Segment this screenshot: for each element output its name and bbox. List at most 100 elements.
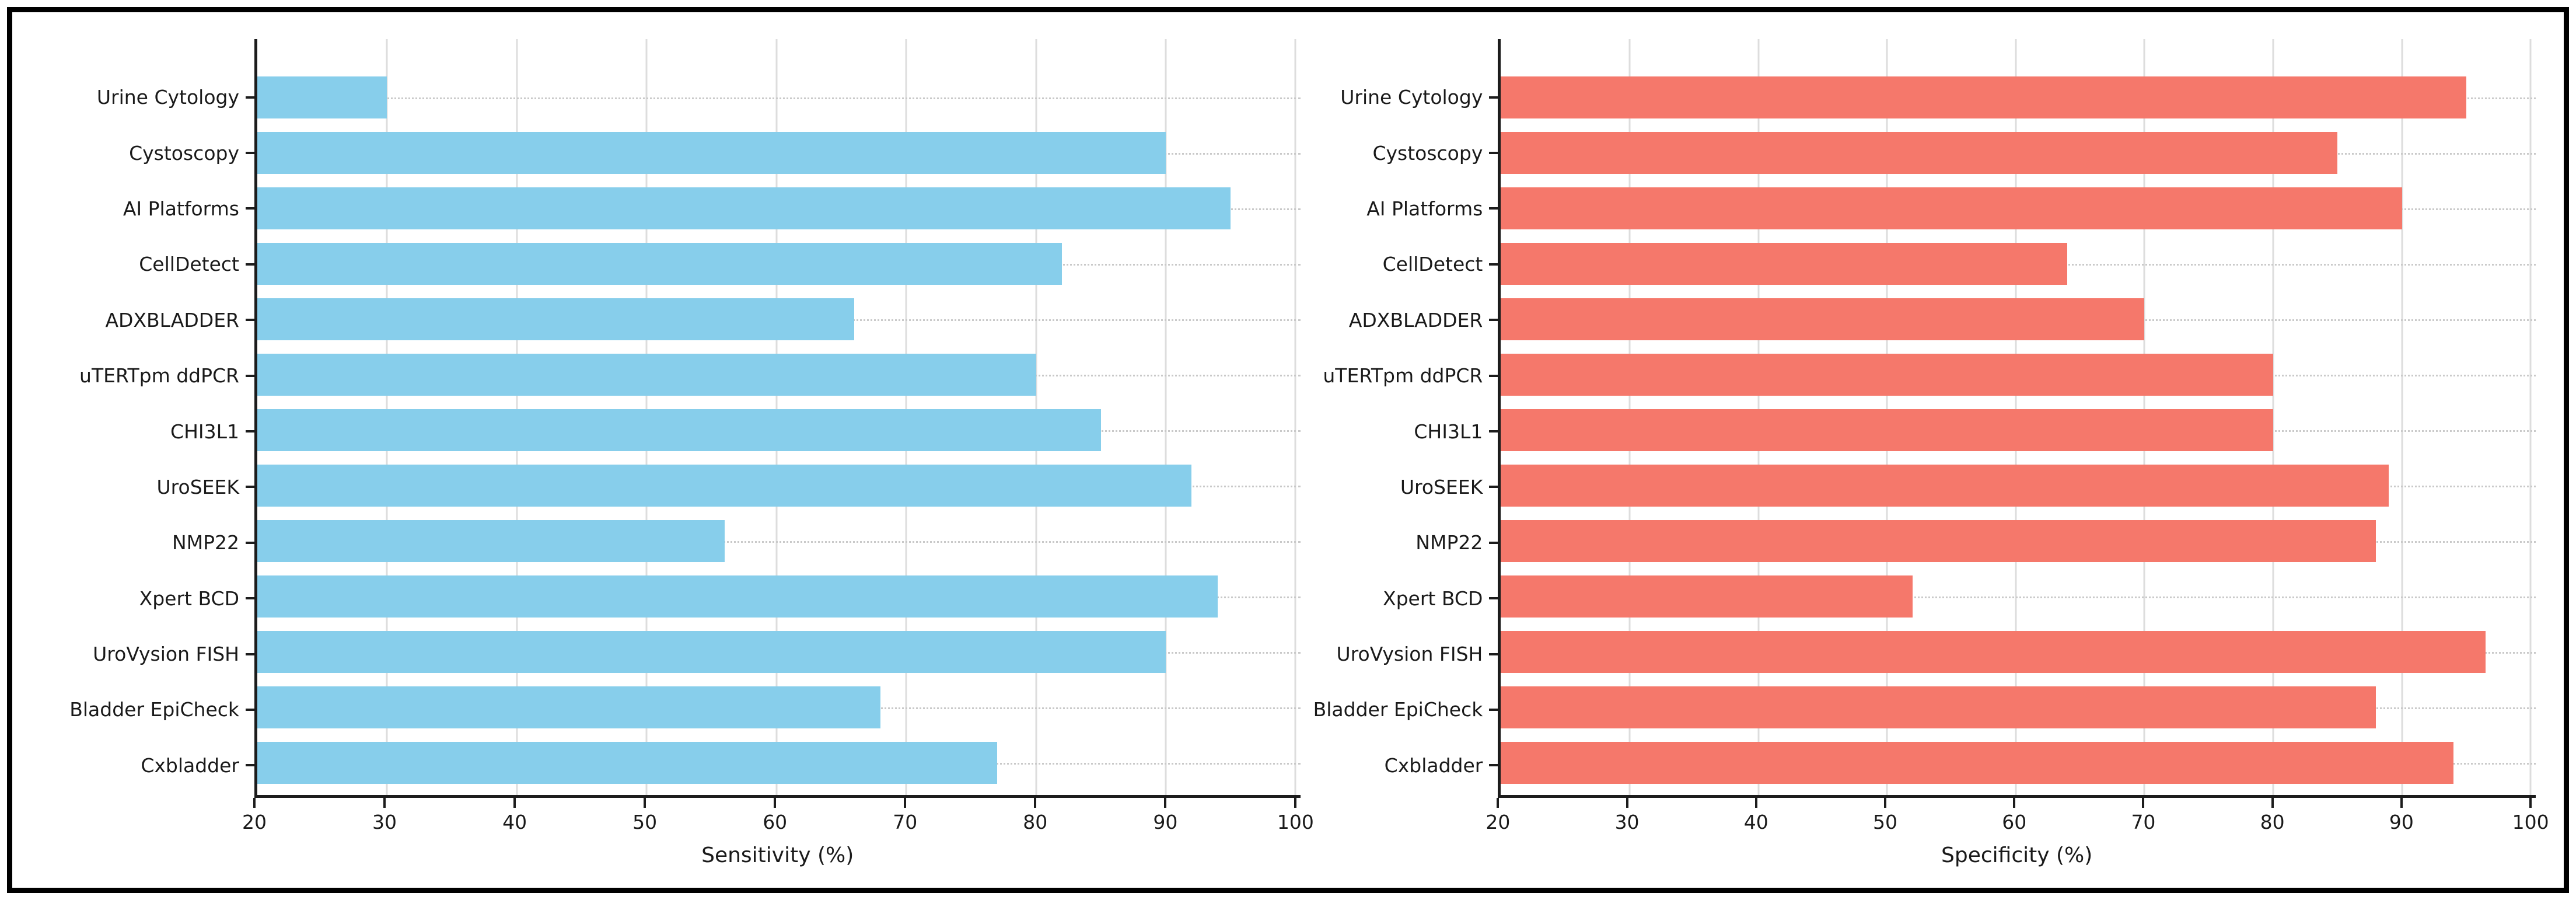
x-tick-label: 90 xyxy=(2389,811,2414,833)
x-tick-mark xyxy=(774,798,777,808)
x-tick-mark xyxy=(2013,798,2016,808)
y-tick-mark xyxy=(1489,597,1498,600)
x-tick-label: 60 xyxy=(763,811,788,833)
sensitivity-chart: Urine Cytology Cystoscopy AI Platforms Cell… xyxy=(12,12,1314,888)
y-tick-mark xyxy=(1489,764,1498,767)
x-tick-mark xyxy=(2271,798,2274,808)
category-row-utertpm-ddpcr: uTERTpm ddPCR xyxy=(1301,348,1498,403)
bar-row-cystoscopy xyxy=(1501,125,2536,180)
category-label: UroVysion FISH xyxy=(93,643,239,666)
x-tick-mark xyxy=(253,798,256,808)
bar-row-xpert-bcd xyxy=(257,568,1301,624)
category-row-chi3l1: CHI3L1 xyxy=(1301,403,1498,459)
bar-urovysion-fish xyxy=(1501,630,2486,673)
bar-row-nmp22 xyxy=(257,513,1301,568)
y-tick-mark xyxy=(246,374,254,377)
x-tick-label: 80 xyxy=(1023,811,1048,833)
x-tick-mark xyxy=(1034,798,1037,808)
sensitivity-x-axis-title: Sensitivity (%) xyxy=(701,843,854,867)
x-tick-label: 80 xyxy=(2260,811,2285,833)
x-tick-label: 70 xyxy=(893,811,918,833)
bar-row-adxbladder xyxy=(1501,291,2536,347)
bar-row-ai-platforms xyxy=(1501,180,2536,236)
x-gridline-90 xyxy=(1165,39,1167,795)
category-label: Bladder EpiCheck xyxy=(69,698,239,721)
bar-row-urovysion-fish xyxy=(1501,624,2536,679)
category-label: CellDetect xyxy=(1382,253,1483,276)
bar-xpert-bcd xyxy=(1501,575,1913,618)
category-row-bladder-epicheck: Bladder EpiCheck xyxy=(12,682,254,737)
x-tick-label: 40 xyxy=(1743,811,1768,833)
category-label: NMP22 xyxy=(1415,531,1483,554)
category-label: NMP22 xyxy=(172,531,239,554)
x-tick-mark xyxy=(1884,798,1886,808)
y-tick-mark xyxy=(1489,708,1498,711)
y-tick-mark xyxy=(1489,653,1498,655)
bar-row-urovysion-fish xyxy=(257,624,1301,679)
x-tick-label: 90 xyxy=(1153,811,1178,833)
x-tick-mark xyxy=(1497,798,1500,808)
bar-uroseek xyxy=(1501,464,2389,507)
category-row-nmp22: NMP22 xyxy=(1301,515,1498,570)
category-label: Urine Cytology xyxy=(1340,86,1483,109)
y-tick-mark xyxy=(1489,319,1498,322)
y-tick-mark xyxy=(246,319,254,322)
bar-row-nmp22 xyxy=(1501,513,2536,568)
x-tick-label: 60 xyxy=(2002,811,2027,833)
category-label: Urine Cytology xyxy=(96,86,239,109)
bar-utertpm-ddpcr xyxy=(257,353,1036,396)
category-row-urine-cytology: Urine Cytology xyxy=(12,69,254,125)
category-row-cystoscopy: Cystoscopy xyxy=(1301,125,1498,180)
category-label: uTERTpm ddPCR xyxy=(79,364,239,388)
category-label: uTERTpm ddPCR xyxy=(1323,364,1483,388)
category-row-xpert-bcd: Xpert BCD xyxy=(12,571,254,626)
bar-row-chi3l1 xyxy=(257,402,1301,458)
category-row-uroseek: UroSEEK xyxy=(12,459,254,515)
bar-row-chi3l1 xyxy=(1501,402,2536,458)
bar-row-uroseek xyxy=(257,458,1301,513)
y-tick-mark xyxy=(246,207,254,210)
bar-row-urine-cytology xyxy=(1501,69,2536,125)
y-tick-mark xyxy=(246,152,254,155)
x-tick-label: 30 xyxy=(1614,811,1640,833)
category-row-xpert-bcd: Xpert BCD xyxy=(1301,571,1498,626)
y-tick-mark xyxy=(1489,207,1498,210)
bar-adxbladder xyxy=(257,298,855,340)
x-tick-mark xyxy=(1294,798,1297,808)
category-label: CHI3L1 xyxy=(1414,420,1483,443)
bar-cystoscopy xyxy=(257,131,1166,174)
category-row-ai-platforms: AI Platforms xyxy=(12,181,254,236)
y-tick-mark xyxy=(246,764,254,767)
bar-bladder-epicheck xyxy=(1501,686,2376,728)
category-label: AI Platforms xyxy=(123,197,239,220)
x-tick-label: 20 xyxy=(1486,811,1511,833)
bar-row-celldetect xyxy=(1501,236,2536,291)
category-row-adxbladder: ADXBLADDER xyxy=(12,292,254,348)
specificity-chart: Urine Cytology Cystoscopy AI Platforms Cell… xyxy=(1301,12,2564,888)
specificity-bar-rows xyxy=(1501,39,2536,795)
x-tick-label: 100 xyxy=(1277,811,1314,833)
category-label: ADXBLADDER xyxy=(105,308,239,332)
x-gridline-80 xyxy=(2272,39,2274,795)
category-row-celldetect: CellDetect xyxy=(1301,236,1498,292)
y-tick-mark xyxy=(246,708,254,711)
bar-row-uroseek xyxy=(1501,458,2536,513)
sensitivity-plot-area xyxy=(254,39,1301,798)
bar-cxbladder xyxy=(1501,741,2453,784)
category-label: UroSEEK xyxy=(1400,475,1483,498)
bar-uroseek xyxy=(257,464,1192,507)
bar-row-utertpm-ddpcr xyxy=(1501,347,2536,402)
category-row-ai-platforms: AI Platforms xyxy=(1301,181,1498,236)
category-row-bladder-epicheck: Bladder EpiCheck xyxy=(1301,682,1498,737)
sensitivity-y-axis-labels: Urine Cytology Cystoscopy AI Platforms Cell… xyxy=(12,39,254,798)
x-tick-mark xyxy=(2142,798,2145,808)
bar-row-bladder-epicheck xyxy=(1501,679,2536,735)
category-label: AI Platforms xyxy=(1366,197,1483,220)
category-row-urovysion-fish: UroVysion FISH xyxy=(1301,626,1498,682)
sensitivity-x-axis-ticks: 20 30 40 50 60 70 80 90 100 xyxy=(242,798,1314,840)
y-tick-mark xyxy=(1489,486,1498,489)
bar-row-celldetect xyxy=(257,236,1301,291)
category-label: CellDetect xyxy=(139,253,239,276)
x-tick-mark xyxy=(383,798,386,808)
x-tick-mark xyxy=(1754,798,1757,808)
